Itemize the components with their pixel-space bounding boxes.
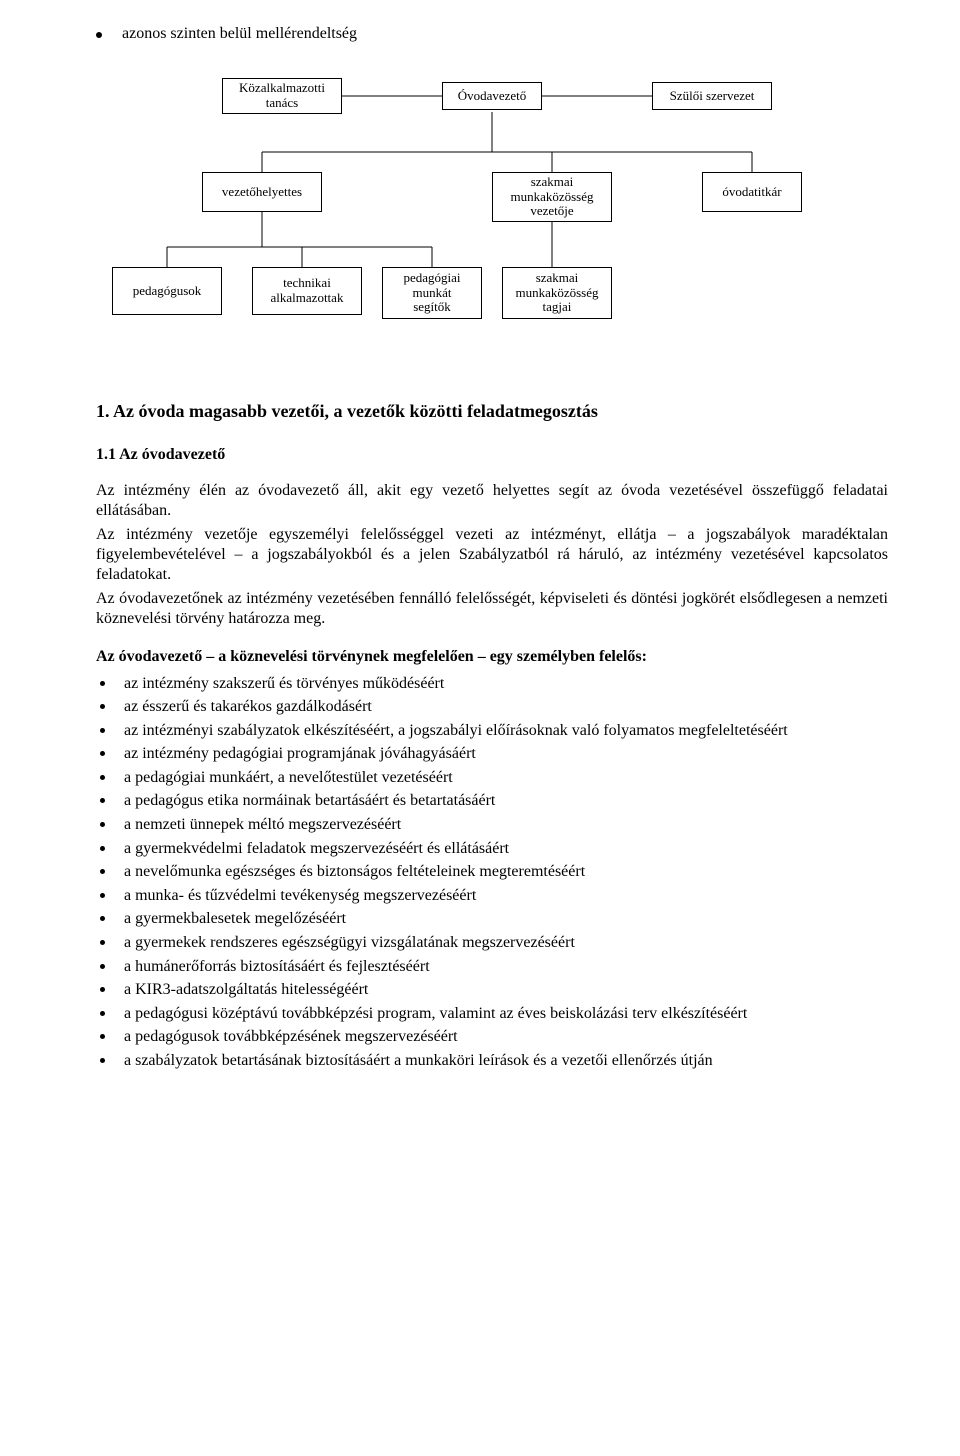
org-chart: Közalkalmazottitanács Óvodavezető Szülői… (112, 72, 872, 352)
list-item: a pedagógiai munkáért, a nevelőtestület … (96, 767, 888, 789)
org-node-kozalkalmazotti-tanacs: Közalkalmazottitanács (222, 78, 342, 114)
list-item: az intézmény szakszerű és törvényes műkö… (96, 673, 888, 695)
org-node-vezetohelyettes: vezetőhelyettes (202, 172, 322, 212)
list-item: a gyermekvédelmi feladatok megszervezésé… (96, 838, 888, 860)
org-node-technikai-alkalmazottak: technikaialkalmazottak (252, 267, 362, 315)
org-node-ovodavezeto: Óvodavezető (442, 82, 542, 110)
subsection-heading: 1.1 Az óvodavezető (96, 445, 888, 465)
org-node-szakmai-tagjai: szakmaimunkaközösségtagjai (502, 267, 612, 319)
list-item: a gyermekbalesetek megelőzéséért (96, 908, 888, 930)
org-node-szuloi-szervezet: Szülői szervezet (652, 82, 772, 110)
list-item: a nevelőmunka egészséges és biztonságos … (96, 861, 888, 883)
list-item: a szabályzatok betartásának biztosításáé… (96, 1050, 888, 1072)
list-item: a KIR3-adatszolgáltatás hitelességéért (96, 979, 888, 1001)
section-heading: 1. Az óvoda magasabb vezetői, a vezetők … (96, 400, 888, 423)
list-item: a nemzeti ünnepek méltó megszervezéséért (96, 814, 888, 836)
top-bullet-text: azonos szinten belül mellérendeltség (122, 24, 357, 44)
list-item: az intézményi szabályzatok elkészítéséér… (96, 720, 888, 742)
list-item: az ésszerű és takarékos gazdálkodásért (96, 696, 888, 718)
org-node-pedagogusok: pedagógusok (112, 267, 222, 315)
top-bullet-row: azonos szinten belül mellérendeltség (96, 24, 888, 44)
bullet-dot-icon (96, 32, 102, 38)
list-item: a pedagógus etika normáinak betartásáért… (96, 790, 888, 812)
list-item: a humánerőforrás biztosításáért és fejle… (96, 956, 888, 978)
responsibilities-list: az intézmény szakszerű és törvényes műkö… (96, 673, 888, 1072)
org-node-ovodatitkar: óvodatitkár (702, 172, 802, 212)
list-item: a munka- és tűzvédelmi tevékenység megsz… (96, 885, 888, 907)
intro-paragraphs: Az intézmény élén az óvodavezető áll, ak… (96, 481, 888, 629)
responsibilities-intro: Az óvodavezető – a köznevelési törvényne… (96, 647, 888, 667)
org-node-pedagogiai-segitok: pedagógiaimunkátsegítők (382, 267, 482, 319)
paragraph-2: Az intézmény vezetője egyszemélyi felelő… (96, 525, 888, 585)
list-item: a pedagógusi középtávú továbbképzési pro… (96, 1003, 888, 1025)
org-node-szakmai-vezetoje: szakmaimunkaközösségvezetője (492, 172, 612, 222)
list-item: a pedagógusok továbbképzésének megszerve… (96, 1026, 888, 1048)
paragraph-1: Az intézmény élén az óvodavezető áll, ak… (96, 481, 888, 521)
paragraph-3: Az óvodavezetőnek az intézmény vezetéséb… (96, 589, 888, 629)
list-item: a gyermekek rendszeres egészségügyi vizs… (96, 932, 888, 954)
list-item: az intézmény pedagógiai programjának jóv… (96, 743, 888, 765)
